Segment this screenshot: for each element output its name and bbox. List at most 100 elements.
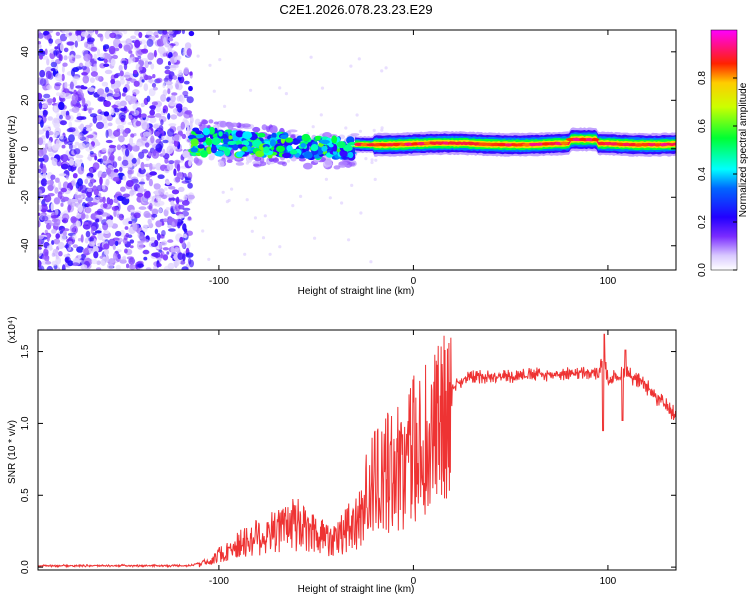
band-peak (392, 143, 400, 147)
noise-speckle (67, 240, 73, 245)
noise-speckle (151, 101, 158, 106)
noise-speckle (155, 106, 161, 113)
noise-speckle (43, 248, 49, 257)
band-peak (536, 142, 543, 146)
noise-speckle (171, 189, 180, 195)
noise-speckle (133, 80, 140, 87)
noise-speckle (107, 215, 114, 220)
noise-speckle (155, 138, 162, 144)
noise-speckle (94, 230, 102, 234)
noise-speckle (107, 122, 113, 127)
colorbar-tick-label: 0.2 (697, 215, 708, 229)
noise-speckle (89, 202, 98, 206)
noise-speckle (347, 238, 351, 242)
noise-speckle (46, 247, 54, 251)
spectrogram-xtick-label: 0 (411, 276, 417, 287)
noise-speckle (149, 116, 157, 124)
noise-speckle (53, 131, 60, 136)
noise-speckle (54, 187, 59, 194)
noise-speckle (104, 86, 110, 93)
signal-haze (324, 159, 333, 165)
noise-speckle (47, 184, 54, 192)
noise-speckle (175, 55, 182, 60)
noise-speckle (113, 42, 119, 49)
noise-speckle (129, 110, 135, 114)
noise-speckle (155, 35, 159, 38)
noise-speckle (87, 134, 94, 139)
noise-speckle (90, 226, 97, 231)
noise-speckle (328, 196, 332, 200)
noise-speckle (126, 80, 130, 85)
noise-speckle (164, 65, 171, 70)
noise-speckle (122, 93, 126, 97)
noise-speckle (135, 120, 142, 127)
noise-speckle (136, 157, 141, 165)
noise-speckle (73, 148, 81, 155)
noise-speckle (168, 228, 176, 232)
noise-speckle (133, 69, 138, 75)
signal-haze (333, 165, 341, 170)
colorbar-gradient (710, 29, 738, 271)
noise-speckle (181, 30, 185, 35)
noise-speckle (61, 228, 70, 232)
noise-speckle (168, 123, 177, 127)
noise-speckle (38, 173, 45, 179)
noise-speckle (108, 144, 117, 149)
signal-blob (337, 141, 346, 149)
signal-blob (255, 150, 265, 158)
noise-speckle (187, 216, 192, 221)
noise-speckle (71, 94, 79, 103)
signal-blob (202, 127, 210, 136)
signal-blob (197, 144, 205, 149)
noise-speckle (108, 45, 116, 55)
noise-speckle (145, 267, 152, 270)
band-peak (462, 141, 468, 145)
noise-speckle (132, 103, 138, 110)
noise-speckle (125, 233, 129, 238)
noise-speckle (110, 58, 116, 67)
noise-speckle (112, 161, 118, 169)
snr-xtick-label: 0 (411, 576, 417, 587)
noise-speckle (140, 58, 149, 61)
noise-speckle (83, 53, 91, 62)
noise-speckle (70, 216, 77, 224)
noise-speckle (142, 131, 151, 137)
spectrogram-xtick-label: 100 (600, 276, 617, 287)
noise-speckle (151, 82, 157, 88)
noise-speckle (77, 88, 83, 95)
noise-speckle (56, 92, 61, 96)
spectrogram-panel: -100 0 100 -40 -20 0 20 40 Height of straight l… (7, 29, 677, 297)
noise-speckle (90, 213, 98, 220)
band-peak (417, 142, 426, 146)
noise-speckle (59, 114, 63, 120)
noise-speckle (58, 251, 63, 257)
signal-blob (200, 150, 209, 158)
noise-speckle (43, 125, 52, 131)
noise-speckle (166, 135, 175, 144)
noise-speckle (162, 30, 168, 35)
noise-speckle (38, 189, 43, 197)
noise-speckle (128, 220, 133, 225)
noise-speckle (110, 78, 116, 85)
noise-speckle (119, 166, 123, 172)
noise-speckle (87, 220, 93, 227)
noise-speckle (118, 135, 125, 143)
noise-speckle (123, 44, 131, 52)
noise-speckle (137, 263, 144, 268)
noise-speckle (83, 248, 90, 256)
noise-speckle (44, 48, 48, 56)
noise-speckle (143, 188, 147, 193)
noise-speckle (174, 246, 180, 252)
noise-speckle (101, 147, 107, 153)
noise-speckle (155, 220, 163, 228)
noise-speckle (74, 159, 82, 167)
colorbar-tick-label: 0.8 (697, 71, 708, 85)
noise-speckle (77, 142, 86, 150)
noise-speckle (54, 73, 63, 82)
noise-speckle (106, 167, 112, 175)
signal-haze (235, 162, 245, 166)
noise-speckle (106, 213, 111, 217)
noise-speckle (38, 235, 44, 240)
band-peak (572, 137, 582, 142)
spectrogram-ytick-label: 20 (20, 94, 31, 106)
